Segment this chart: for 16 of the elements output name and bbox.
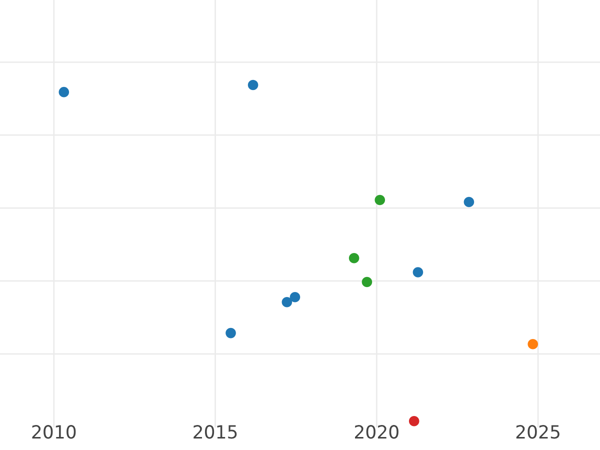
- point: [248, 80, 258, 90]
- point: [348, 252, 360, 264]
- point: [362, 276, 372, 288]
- point: [226, 328, 236, 338]
- x-tick-label: 2015: [194, 425, 237, 439]
- x-tick-label: 2025: [516, 425, 560, 439]
- point: [282, 296, 292, 308]
- point: [528, 339, 538, 350]
- point: [408, 416, 420, 426]
- point: [412, 267, 424, 278]
- point: [58, 86, 70, 98]
- x-tick-label: 2020: [355, 425, 398, 439]
- point: [290, 292, 300, 302]
- point: [464, 196, 474, 208]
- x-tick-label: 2010: [32, 425, 76, 439]
- point: [374, 194, 386, 206]
